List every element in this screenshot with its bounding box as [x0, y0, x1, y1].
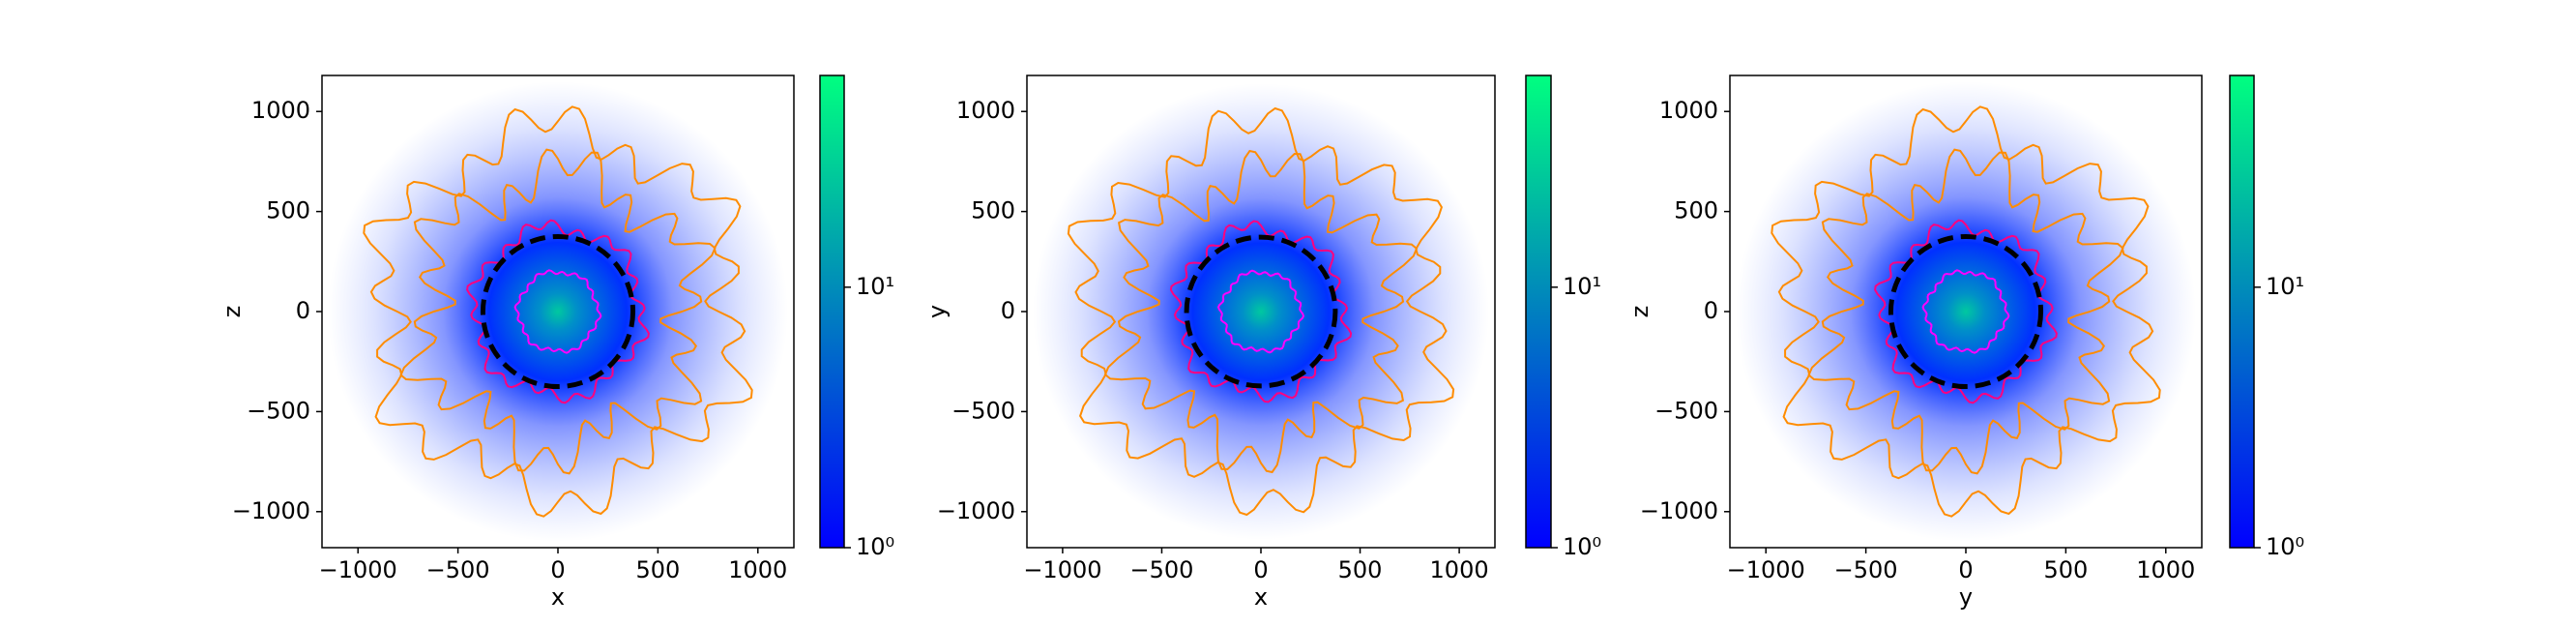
y-tick-label: 0 [296, 297, 310, 324]
density-cloud [1736, 81, 2196, 542]
colorbar-tick-label: 10⁰ [856, 533, 894, 560]
x-tick-label: −500 [426, 556, 490, 583]
y-axis-label: z [1626, 306, 1654, 318]
plot-area [1736, 81, 2196, 542]
y-tick-label: 500 [971, 197, 1015, 224]
contour [1874, 219, 2058, 404]
axes: −1000 −500 0 500 1000 −1000 −500 0 500 1000 x z 10⁰ 1… [219, 75, 894, 611]
y-tick-label: −500 [951, 397, 1015, 424]
plot-area [328, 81, 788, 542]
axes: −1000 −500 0 500 1000 −1000 −500 0 500 1000 y z 10⁰ 1… [1626, 75, 2304, 611]
dashed-circle [480, 233, 636, 390]
colorbar-tick-label: 10¹ [1563, 273, 1601, 300]
y-tick-label: 0 [1704, 297, 1718, 324]
contour [1771, 105, 2161, 518]
y-tick-label: 0 [1001, 297, 1015, 324]
x-tick-label: −500 [1834, 556, 1898, 583]
dashed-circle [1184, 234, 1338, 389]
colorbar-tick-label: 10¹ [856, 273, 894, 300]
x-tick-label: −500 [1129, 556, 1193, 583]
contour [1216, 269, 1305, 354]
y-tick-label: −1000 [232, 497, 310, 524]
x-tick-label: 1000 [2136, 556, 2195, 583]
y-tick-label: −1000 [1640, 497, 1718, 524]
x-tick-label: 500 [2043, 556, 2088, 583]
x-tick-label: −1000 [1023, 556, 1101, 583]
colorbar [819, 75, 845, 549]
y-tick-label: −500 [247, 397, 310, 424]
y-tick-label: −500 [1654, 397, 1718, 424]
y-tick-label: 500 [266, 197, 310, 224]
plot-area [1033, 83, 1489, 540]
colorbar [1525, 75, 1552, 549]
x-tick-label: 0 [1958, 556, 1973, 583]
y-tick-label: 500 [1674, 197, 1718, 224]
y-axis-label: y [923, 305, 951, 318]
x-tick-label: 500 [1338, 556, 1383, 583]
x-axis-label: y [1959, 583, 1973, 611]
x-tick-label: −1000 [1727, 556, 1805, 583]
density-cloud [1033, 83, 1489, 540]
colorbar-tick-label: 10⁰ [2266, 533, 2304, 560]
contour [363, 105, 753, 518]
colorbar-tick-label: 10¹ [2266, 273, 2304, 300]
contour [399, 148, 717, 475]
x-tick-label: 0 [1253, 556, 1268, 583]
contour [1169, 220, 1353, 403]
contour [513, 269, 602, 354]
x-tick-label: 0 [550, 556, 565, 583]
contour [466, 219, 650, 404]
x-tick-label: 500 [635, 556, 680, 583]
x-axis-label: x [551, 583, 565, 611]
contour [1921, 269, 2010, 354]
contour [1067, 106, 1455, 517]
y-tick-label: 1000 [956, 97, 1015, 124]
colorbar-tick-label: 10⁰ [1563, 533, 1601, 560]
x-axis-label: x [1254, 583, 1268, 611]
axes: −1000 −500 0 500 1000 −1000 −500 0 500 1000 x y 10⁰ 1… [923, 75, 1601, 611]
contour [1103, 149, 1419, 474]
y-axis-label: z [219, 306, 246, 318]
y-tick-label: −1000 [937, 497, 1015, 524]
x-tick-label: 1000 [728, 556, 787, 583]
contour [1807, 148, 2124, 475]
y-tick-label: 1000 [1659, 97, 1718, 124]
y-tick-label: 1000 [251, 97, 310, 124]
dashed-circle [1888, 233, 2044, 390]
density-cloud [328, 81, 788, 542]
x-tick-label: −1000 [319, 556, 397, 583]
colorbar [2229, 75, 2255, 549]
x-tick-label: 1000 [1430, 556, 1489, 583]
